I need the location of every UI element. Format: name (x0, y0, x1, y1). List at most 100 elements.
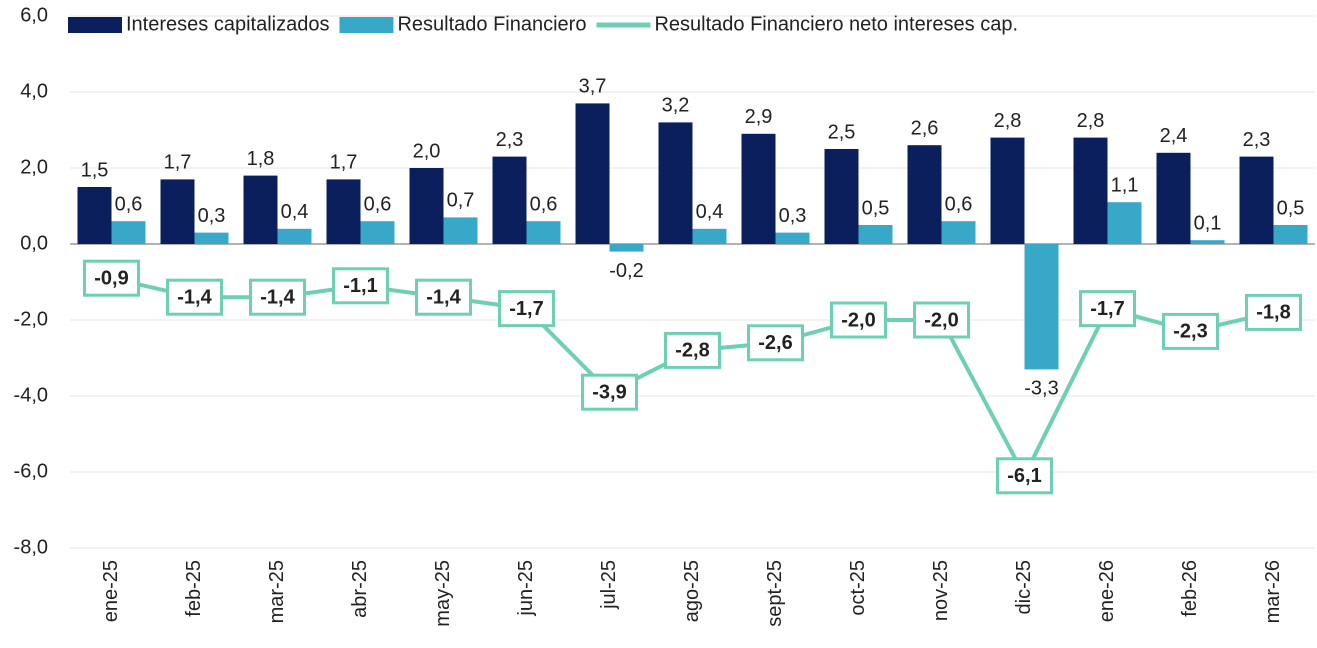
line-label-box (332, 267, 389, 305)
x-tick-label: ago-25 (681, 560, 703, 622)
x-tick-label: mar-25 (266, 560, 288, 623)
x-tick-label: jul-25 (598, 560, 620, 610)
line-label: -1,7 (1090, 298, 1124, 320)
line-label-box (830, 301, 887, 339)
bar (824, 149, 859, 244)
y-tick-label: -2,0 (14, 308, 48, 330)
bar-label: 2,6 (911, 117, 939, 139)
x-tick-label: sept-25 (764, 560, 786, 627)
bar-label: 3,2 (662, 95, 690, 117)
line-label: -2,8 (675, 340, 709, 362)
y-tick-label: -8,0 (14, 536, 48, 558)
bar (194, 232, 229, 244)
line-label-box (913, 301, 970, 339)
bar (858, 225, 893, 244)
bar-label: 0,6 (364, 193, 392, 215)
line-label: -1,1 (343, 275, 377, 297)
bar (575, 103, 610, 245)
bar (609, 244, 644, 252)
bar (243, 175, 278, 244)
bar-label: 0,3 (198, 205, 226, 227)
bar (1239, 156, 1274, 244)
bar-label: 1,8 (247, 148, 275, 170)
bar-label: 0,7 (447, 190, 475, 212)
line-label: -3,9 (592, 381, 626, 403)
y-tick-label: 0,0 (20, 232, 48, 254)
line-label: -6,1 (1007, 465, 1041, 487)
bar-label: 2,8 (994, 110, 1022, 132)
bar-label: 0,4 (281, 201, 309, 223)
bar-label: 0,6 (945, 193, 973, 215)
bar-label: 0,6 (115, 193, 143, 215)
bar-label: 2,3 (1243, 129, 1271, 151)
x-tick-label: jun-25 (515, 560, 537, 617)
bar (692, 228, 727, 244)
x-tick-label: nov-25 (930, 560, 952, 621)
legend-label: Resultado Financiero (397, 13, 586, 35)
bar-label: -0,2 (609, 260, 643, 282)
x-tick-label: feb-25 (183, 560, 205, 617)
line-label: -1,8 (1256, 302, 1290, 324)
bar (1273, 225, 1308, 244)
bar (492, 156, 527, 244)
bar-label: 1,7 (164, 152, 192, 174)
line-label-box (996, 457, 1053, 495)
legend-swatch (339, 17, 394, 33)
line-label: -2,0 (924, 309, 958, 331)
line-label-box (249, 278, 306, 316)
x-tick-label: feb-26 (1179, 560, 1201, 617)
bar (277, 228, 312, 244)
line-label: -1,4 (260, 286, 295, 308)
bar (1073, 137, 1108, 244)
y-tick-label: -4,0 (14, 384, 48, 406)
bar-label: 1,7 (330, 152, 358, 174)
bar-label: 3,7 (579, 76, 607, 98)
bar (1190, 240, 1225, 244)
bar (409, 168, 444, 244)
line-label-box (498, 290, 555, 328)
bar-label: 2,9 (745, 106, 773, 128)
bar-label: 1,5 (81, 159, 109, 181)
y-tick-label: 6,0 (20, 4, 48, 26)
line-label: -2,0 (841, 309, 875, 331)
bar (111, 221, 146, 244)
bar-label: 0,1 (1194, 212, 1222, 234)
legend-swatch (68, 17, 122, 33)
bar (160, 179, 195, 244)
bar (1024, 244, 1059, 370)
line-label-box (664, 331, 721, 369)
bar (326, 179, 361, 244)
x-tick-label: may-25 (432, 560, 454, 627)
line-label-box (1245, 293, 1302, 331)
x-tick-label: dic-25 (1013, 560, 1035, 614)
bar-label: 0,6 (530, 193, 558, 215)
line-label-box (1162, 312, 1219, 350)
x-tick-label: abr-25 (349, 560, 371, 618)
x-tick-label: mar-26 (1262, 560, 1284, 623)
bar-label: 2,3 (496, 129, 524, 151)
line-label-box (415, 278, 472, 316)
bar-label: 2,5 (828, 121, 856, 143)
line-label: -1,4 (426, 286, 461, 308)
line-label-box (83, 259, 140, 297)
bar-label: 0,5 (862, 197, 890, 219)
bar-label: 0,4 (696, 201, 724, 223)
line-label-box (166, 278, 223, 316)
line-label: -0,9 (94, 267, 128, 289)
bar-label: 1,1 (1111, 174, 1139, 196)
bar (443, 217, 478, 244)
bar-label: 2,0 (413, 140, 441, 162)
bar (775, 232, 810, 244)
line-label: -2,3 (1173, 321, 1207, 343)
x-tick-label: ene-26 (1096, 560, 1118, 622)
bar (741, 133, 776, 244)
bar (907, 145, 942, 244)
bar (1107, 202, 1142, 244)
x-tick-label: ene-25 (100, 560, 122, 622)
y-tick-label: -6,0 (14, 460, 48, 482)
bar-label: -3,3 (1024, 378, 1058, 400)
line-label-box (1079, 290, 1136, 328)
line-label: -2,6 (758, 332, 792, 354)
bar (360, 221, 395, 244)
bar (658, 122, 693, 244)
